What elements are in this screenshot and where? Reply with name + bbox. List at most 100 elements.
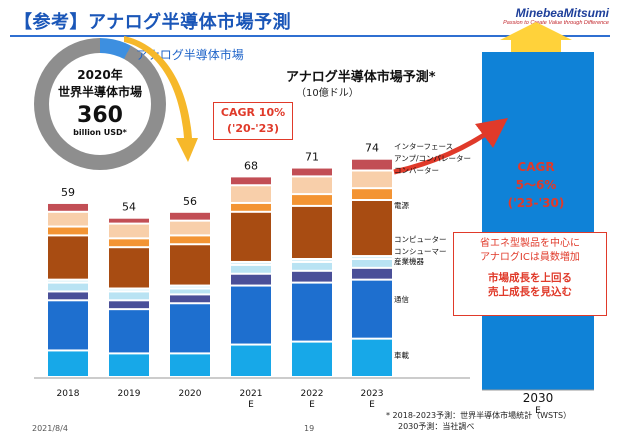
bar-total-label: 71 xyxy=(305,151,319,164)
bar-segment xyxy=(231,345,271,376)
legend-label: 電源 xyxy=(394,201,409,210)
bar-segment xyxy=(352,257,392,259)
bar-segment xyxy=(231,286,271,344)
page-title: 【参考】アナログ半導体市場予測 xyxy=(14,12,292,33)
bar-segment xyxy=(352,260,392,267)
bar-segment xyxy=(352,280,392,338)
bar-segment xyxy=(48,203,88,211)
bar-segment xyxy=(231,177,271,185)
bar-segment xyxy=(170,245,210,285)
bar-segment xyxy=(352,171,392,188)
donut-unit: billion USD* xyxy=(73,128,127,137)
cagr-long-period: ('23-'30) xyxy=(507,196,565,210)
bar-total-label: 56 xyxy=(183,195,197,208)
bar-segment xyxy=(48,227,88,235)
logo-wordmark: MinebeaMitsumi xyxy=(515,6,609,20)
bar-segment xyxy=(48,283,88,291)
bar-segment xyxy=(292,342,332,376)
x-tick-label: E xyxy=(248,400,254,410)
bar-segment xyxy=(48,280,88,282)
bar-segment xyxy=(352,339,392,376)
title-divider xyxy=(10,35,610,37)
bar-segment xyxy=(231,265,271,273)
bar-segment xyxy=(352,201,392,256)
cagr-short-period: ('20-'23) xyxy=(227,122,279,135)
bar-segment xyxy=(170,304,210,353)
bar-segment xyxy=(48,212,88,226)
bar-segment xyxy=(170,221,210,235)
bar-segment xyxy=(292,177,332,194)
bar-segment xyxy=(292,195,332,205)
bar-segment xyxy=(170,295,210,303)
cagr-short-rate: CAGR 10% xyxy=(220,106,286,119)
legend-label: 通信 xyxy=(394,294,409,304)
projection-tick-label: 2030 xyxy=(523,391,554,405)
donut-hole xyxy=(49,53,151,155)
bar-segment xyxy=(231,274,271,285)
bar-segment xyxy=(109,310,149,353)
bar-segment xyxy=(109,239,149,247)
chart-title: アナログ半導体市場予測* xyxy=(286,70,436,85)
bar-segment xyxy=(170,289,210,294)
cagr-short-term-box: CAGR 10% ('20-'23) xyxy=(213,102,293,140)
legend-label: アンプ/コンパレーター xyxy=(394,154,471,163)
legend-label: コンバーター xyxy=(394,166,439,175)
bar-segment xyxy=(109,301,149,309)
bar-segment xyxy=(231,203,271,211)
x-tick-label: E xyxy=(369,400,375,410)
cagr-long-rate: 5～6% xyxy=(515,178,557,192)
legend-label: 車載 xyxy=(394,350,409,360)
logo-tagline: Passion to Create Value through Differen… xyxy=(503,20,609,26)
projection-bar xyxy=(482,52,594,390)
x-tick-label: 2020 xyxy=(179,389,202,399)
bar-segment xyxy=(292,283,332,341)
x-tick-label: 2019 xyxy=(118,389,141,399)
footer-date: 2021/8/4 xyxy=(32,424,68,433)
growth-arrow-icon xyxy=(393,118,509,175)
bar-segment xyxy=(352,159,392,170)
cagr-long-term-text: CAGR 5～6% ('23-'30) xyxy=(486,158,586,212)
source-footnote: * 2018-2023予測：世界半導体市場統計（WSTS） 2030予測：当社調… xyxy=(386,410,571,432)
bar-segment xyxy=(109,289,149,291)
analog-segment-label: アナログ半導体市場 xyxy=(136,48,244,62)
bar-segment xyxy=(231,262,271,264)
bar-segment xyxy=(231,186,271,202)
bar-total-label: 59 xyxy=(61,186,75,199)
bar-segment xyxy=(109,248,149,288)
page-number: 19 xyxy=(304,424,315,433)
bar-segment xyxy=(170,212,210,220)
bar-segment xyxy=(48,351,88,376)
footnote-line-2: 2030予測：当社調べ xyxy=(398,422,475,431)
curved-orange-arrow-icon xyxy=(124,36,198,162)
bar-segment xyxy=(48,236,88,279)
note-line-2: アナログICは員数増加 xyxy=(480,252,580,263)
bar-segment xyxy=(170,286,210,288)
x-tick-label: 2021 xyxy=(240,389,263,399)
x-tick-label: E xyxy=(309,400,315,410)
legend-label: コンシューマー xyxy=(394,247,447,256)
outlook-note-box: 省エネ型製品を中心に アナログICは員数増加 市場成長を上回る 売上成長を見込む xyxy=(453,232,607,316)
bar-segment xyxy=(352,268,392,279)
bar-segment xyxy=(170,354,210,376)
bar-segment xyxy=(292,262,332,270)
bar-segment xyxy=(231,212,271,261)
up-arrow-icon xyxy=(500,22,572,52)
bar-total-label: 68 xyxy=(244,159,258,172)
projection-tick-label: E xyxy=(535,406,541,416)
legend-label: インターフェース xyxy=(394,142,453,151)
bar-segment xyxy=(48,301,88,350)
bar-segment xyxy=(292,206,332,258)
note-line-4: 売上成長を見込む xyxy=(488,286,572,298)
x-tick-label: 2022 xyxy=(301,389,324,399)
market-donut xyxy=(34,38,166,170)
legend-label: 産業機器 xyxy=(394,256,424,266)
legend-label: コンピューター xyxy=(394,235,447,244)
bar-segment xyxy=(292,168,332,176)
bar-segment xyxy=(109,354,149,376)
donut-label: 世界半導体市場 xyxy=(57,85,142,99)
chart-subtitle: （10億ドル） xyxy=(296,88,359,99)
bar-total-label: 74 xyxy=(365,142,379,155)
donut-value: 360 xyxy=(77,103,123,128)
bar-segment xyxy=(292,271,332,282)
